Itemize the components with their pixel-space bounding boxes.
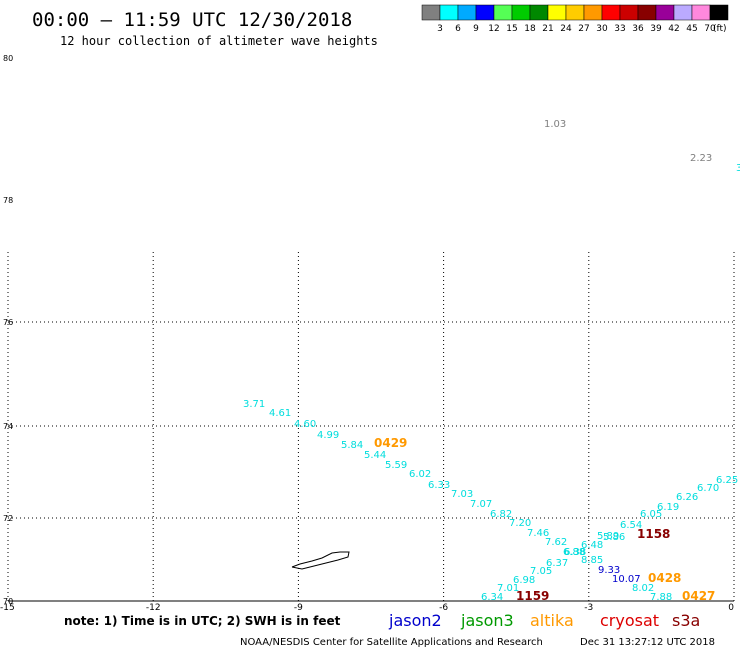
satellite-name-jason3: jason3	[460, 611, 514, 630]
credit-right: Dec 31 13:27:12 UTC 2018	[580, 637, 715, 648]
legend-swatch	[476, 5, 494, 20]
lon-tick-label: 0	[728, 603, 734, 613]
lon-tick-label: -3	[584, 603, 593, 613]
legend-swatch	[674, 5, 692, 20]
wave-height-value: 7.88	[650, 592, 672, 603]
legend-swatch	[584, 5, 602, 20]
pass-time-label: 0427	[682, 589, 715, 603]
legend-swatch	[692, 5, 710, 20]
lat-tick-label: 76	[3, 318, 13, 327]
legend-swatch	[602, 5, 620, 20]
lon-tick-label: -15	[0, 603, 15, 613]
wave-height-value: 2.23	[690, 153, 712, 164]
pass-time-label: 0429	[374, 436, 407, 450]
legend-swatch	[440, 5, 458, 20]
legend-swatch	[620, 5, 638, 20]
legend-unit: (ft)	[713, 24, 727, 34]
wave-height-value: 6.19	[657, 502, 679, 513]
legend-swatch	[512, 5, 530, 20]
wave-height-value: 6.25	[716, 475, 738, 486]
legend-label: 27	[578, 24, 589, 34]
legend-label: 24	[560, 24, 572, 34]
lat-tick-label: 78	[3, 196, 13, 205]
pass-time-label: 1158	[637, 527, 670, 541]
satellite-legend: jason2 jason3 altika cryosat s3a	[388, 611, 700, 630]
legend-swatch	[638, 5, 656, 20]
legend-swatch	[422, 5, 440, 20]
legend-label: 39	[650, 24, 662, 34]
satellite-name-jason2: jason2	[388, 611, 442, 630]
legend-label: 33	[614, 24, 625, 34]
wave-height-value: 4.60	[294, 419, 316, 430]
wave-height-value: 1.03	[544, 119, 566, 130]
wave-height-value: 5.84	[341, 440, 363, 451]
wave-height-value: 7.07	[470, 499, 492, 510]
footer-note: note: 1) Time is in UTC; 2) SWH is in fe…	[64, 614, 341, 628]
wave-height-value: 5.86	[603, 532, 625, 543]
satellite-name-altika: altika	[530, 611, 574, 630]
satellite-name-cryosat: cryosat	[600, 611, 659, 630]
color-legend: 3 6 9 12 15 18 21 24 27 30 33 36 39 42 45 70(ft)	[422, 5, 728, 34]
legend-label: 18	[524, 24, 536, 34]
legend-label: 45	[686, 24, 697, 34]
lat-tick-label: 74	[3, 422, 13, 431]
page-title: 00:00 – 11:59 UTC 12/30/2018	[32, 9, 352, 31]
coastline	[292, 552, 349, 569]
wave-height-value: 5.59	[385, 460, 407, 471]
legend-swatch	[548, 5, 566, 20]
page-subtitle: 12 hour collection of altimeter wave hei…	[60, 34, 378, 48]
legend-swatch	[458, 5, 476, 20]
pass-time-label: 0428	[648, 571, 681, 585]
lat-tick-label: 80	[3, 54, 13, 63]
wave-height-value: 4.61	[269, 408, 291, 419]
legend-label: 36	[632, 24, 644, 34]
legend-label: 3	[437, 24, 443, 34]
legend-label: 12	[488, 24, 499, 34]
legend-swatch	[710, 5, 728, 20]
legend-label: 42	[668, 24, 679, 34]
wave-height-value: 6.37	[546, 558, 568, 569]
legend-label: 21	[542, 24, 553, 34]
island-outline	[292, 552, 349, 569]
wave-height-value: 6.33	[428, 480, 450, 491]
time-labels: 0429 1158 1159 04280427	[374, 436, 715, 603]
credit-left: NOAA/NESDIS Center for Satellite Applica…	[240, 637, 543, 648]
legend-swatch	[494, 5, 512, 20]
wave-height-value: 6.02	[409, 469, 431, 480]
legend-label: 15	[506, 24, 517, 34]
wave-height-value: 6.26	[676, 492, 698, 503]
wave-height-value: 3	[736, 163, 740, 174]
legend-label: 30	[596, 24, 608, 34]
wave-height-value: 3.71	[243, 399, 265, 410]
lon-tick-label: -9	[294, 603, 303, 613]
map-grid	[8, 252, 734, 601]
legend-swatch	[656, 5, 674, 20]
lat-tick-label: 72	[3, 514, 13, 523]
legend-swatch	[566, 5, 584, 20]
legend-swatch	[530, 5, 548, 20]
wave-height-value: 5.44	[364, 450, 386, 461]
legend-label: 9	[473, 24, 479, 34]
wave-height-value: 4.99	[317, 430, 339, 441]
lon-tick-label: -12	[146, 603, 161, 613]
legend-label: 6	[455, 24, 461, 34]
satellite-name-s3a: s3a	[672, 611, 700, 630]
pass-time-label: 1159	[516, 589, 549, 603]
